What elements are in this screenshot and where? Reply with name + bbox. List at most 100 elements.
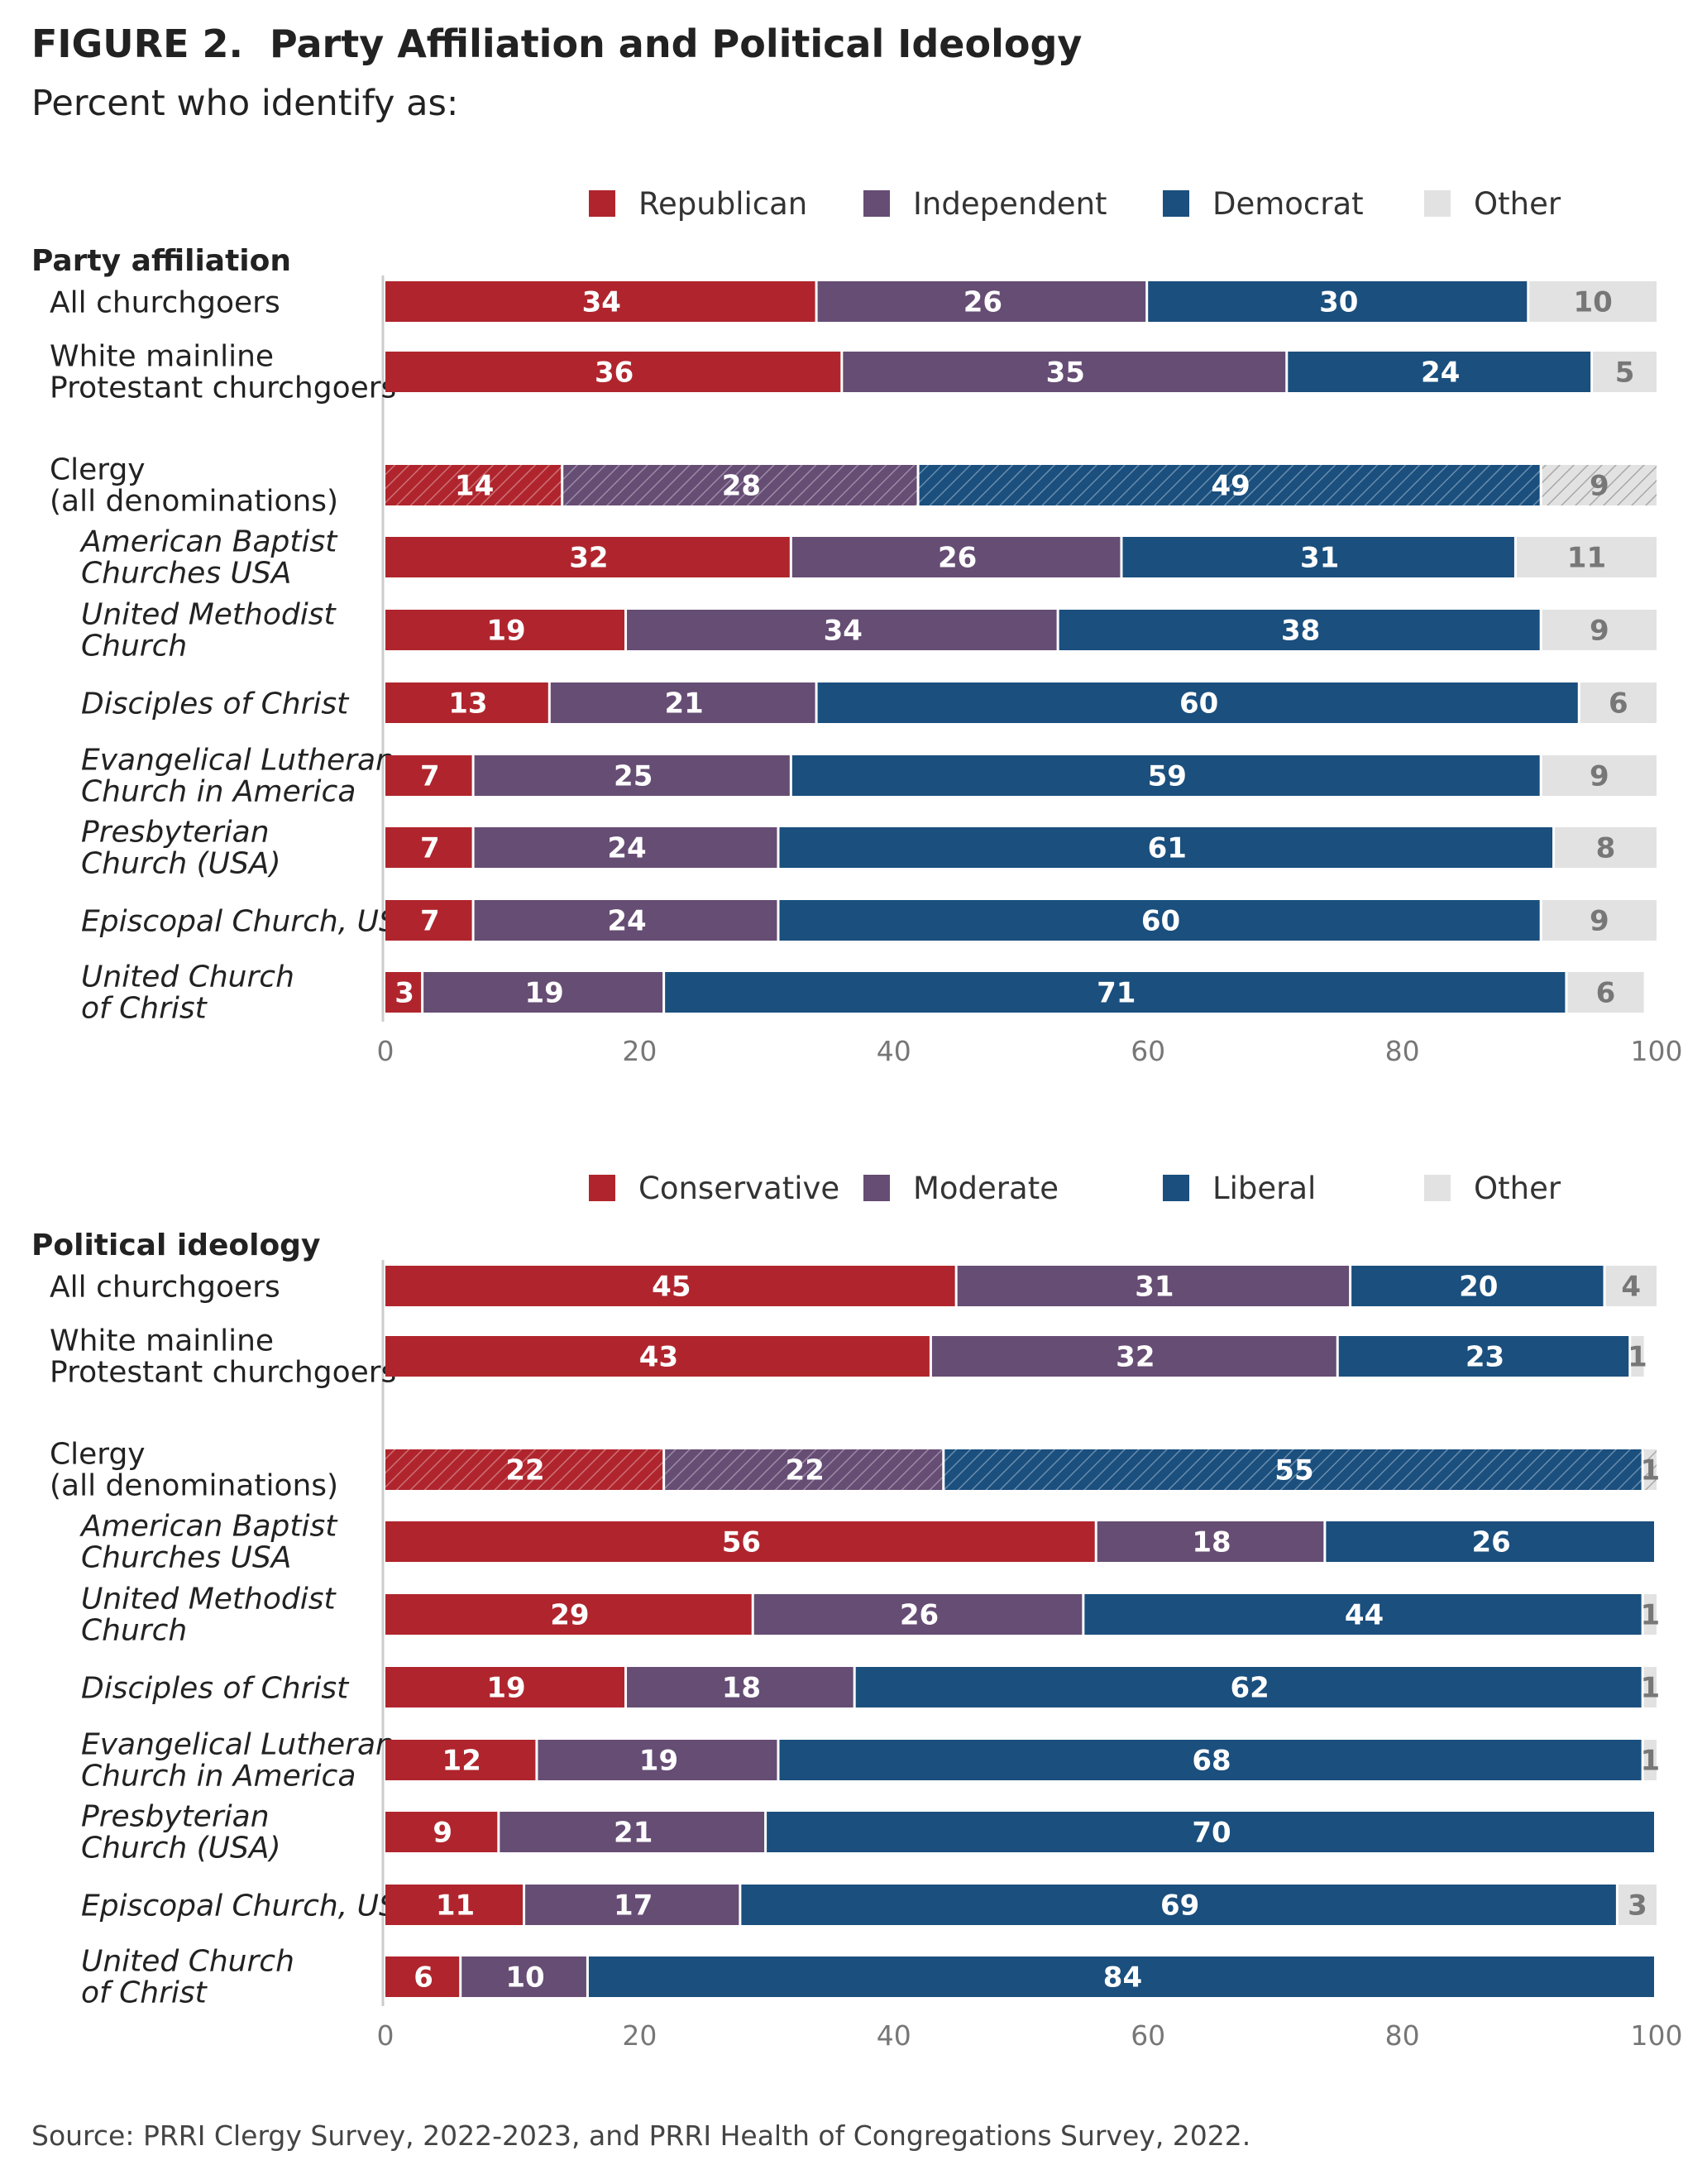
category-label-line: (all denominations) xyxy=(50,485,338,519)
bar-value-label: 9 xyxy=(1590,470,1609,503)
bar-democrat xyxy=(1122,537,1514,577)
category-label-line: of Christ xyxy=(81,1976,208,2010)
bar-value-label: 23 xyxy=(1466,1341,1504,1374)
bar-value-label: 5 xyxy=(1615,357,1635,390)
bar-value-label: 14 xyxy=(455,470,494,503)
bar-value-label: 84 xyxy=(1103,1961,1142,1995)
bar-moderate xyxy=(931,1336,1336,1377)
category-label: United Church of Christ xyxy=(81,1945,294,2010)
category-label-line: Clergy xyxy=(50,453,146,487)
category-label-line: (all denominations) xyxy=(50,1469,338,1503)
bar-value-label: 1 xyxy=(1640,1745,1660,1778)
bar-value-label: 31 xyxy=(1135,1271,1174,1304)
bar-independent xyxy=(563,465,917,505)
figure-subtitle: Percent who identify as: xyxy=(31,83,459,124)
bar-value-label: 30 xyxy=(1319,286,1358,319)
bar-value-label: 18 xyxy=(722,1672,761,1705)
bar-value-label: 19 xyxy=(524,977,563,1010)
legend-item-other: Other xyxy=(1424,186,1561,222)
bar-value-label: 62 xyxy=(1230,1672,1269,1705)
category-label: Presbyterian Church (USA) xyxy=(81,816,281,881)
bar-value-label: 29 xyxy=(550,1599,589,1632)
category-label: Disciples of Christ xyxy=(81,1672,350,1706)
bar-value-label: 34 xyxy=(582,286,621,319)
category-label-line: Church xyxy=(81,1614,187,1648)
category-label-line: American Baptist xyxy=(79,1510,338,1544)
category-label-line: Presbyterian xyxy=(81,1800,270,1834)
bar-value-label: 9 xyxy=(1590,615,1609,648)
bar-value-label: 18 xyxy=(1192,1526,1231,1559)
category-label-line: of Christ xyxy=(81,992,208,1026)
legend-swatch xyxy=(1424,1175,1451,1201)
bar-democrat xyxy=(1148,281,1528,322)
bar-conservative xyxy=(385,1740,536,1780)
bar-value-label: 6 xyxy=(1609,687,1628,721)
bar-moderate xyxy=(1097,1521,1324,1562)
figure-title: FIGURE 2. Party Affiliation and Politica… xyxy=(31,22,1083,66)
bar-value-label: 49 xyxy=(1211,470,1250,503)
bar-value-label: 19 xyxy=(639,1745,678,1778)
bar-liberal xyxy=(944,1449,1642,1490)
bar-value-label: 1 xyxy=(1628,1341,1647,1374)
bar-moderate xyxy=(957,1266,1350,1306)
bar-value-label: 9 xyxy=(433,1817,452,1850)
bar-republican xyxy=(385,465,562,505)
category-label-line: Disciples of Christ xyxy=(81,687,350,721)
bar-conservative xyxy=(385,1667,625,1707)
bar-value-label: 22 xyxy=(505,1454,544,1487)
category-label-line: Churches USA xyxy=(81,1541,291,1575)
bar-value-label: 38 xyxy=(1281,615,1320,648)
category-label-line: Protestant churchgoers xyxy=(50,371,396,405)
bar-republican xyxy=(385,755,472,796)
bar-republican xyxy=(385,900,472,941)
bar-moderate xyxy=(627,1667,854,1707)
x-tick-label: 100 xyxy=(1631,2019,1683,2052)
legend-item-liberal: Liberal xyxy=(1163,1171,1316,1206)
bar-value-label: 22 xyxy=(786,1454,825,1487)
category-label-line: United Church xyxy=(81,960,294,994)
legend-item-other: Other xyxy=(1424,1171,1561,1206)
bar-other xyxy=(1542,465,1657,505)
bar-other xyxy=(1631,1336,1644,1377)
bar-other xyxy=(1567,972,1644,1013)
category-label: United Methodist Church xyxy=(81,598,337,663)
bar-moderate xyxy=(461,1956,586,1997)
bar-independent xyxy=(474,755,790,796)
bar-value-label: 31 xyxy=(1300,542,1339,575)
bar-value-label: 26 xyxy=(900,1599,939,1632)
bar-other xyxy=(1643,1740,1657,1780)
bar-other xyxy=(1555,827,1657,868)
bar-moderate xyxy=(538,1740,777,1780)
bar-other xyxy=(1593,352,1657,392)
legend-item-conservative: Conservative xyxy=(589,1171,839,1206)
bar-other xyxy=(1643,1667,1657,1707)
bar-value-label: 70 xyxy=(1192,1817,1231,1850)
bar-other xyxy=(1643,1449,1657,1490)
bar-value-label: 9 xyxy=(1590,760,1609,793)
bar-value-label: 4 xyxy=(1621,1271,1641,1304)
bar-republican xyxy=(385,682,548,723)
category-label: Episcopal Church, USA xyxy=(81,1889,418,1923)
legend-swatch xyxy=(589,1175,615,1201)
category-label-line: Evangelical Lutheran xyxy=(81,1728,394,1762)
bar-other xyxy=(1542,610,1657,650)
bar-independent xyxy=(474,900,777,941)
bar-value-label: 60 xyxy=(1179,687,1218,721)
category-label: Clergy (all denominations) xyxy=(50,1438,338,1503)
bar-liberal xyxy=(588,1956,1655,1997)
category-label: Episcopal Church, USA xyxy=(81,905,418,939)
bar-value-label: 7 xyxy=(420,905,440,938)
category-label-line: Church (USA) xyxy=(81,847,281,881)
bar-value-label: 1 xyxy=(1640,1672,1660,1705)
legend-swatch xyxy=(1163,190,1189,217)
bar-value-label: 32 xyxy=(569,542,608,575)
legend-label: Moderate xyxy=(913,1171,1059,1206)
bar-value-label: 26 xyxy=(938,542,977,575)
bar-independent xyxy=(843,352,1286,392)
legend-label: Conservative xyxy=(638,1171,839,1206)
legend-swatch xyxy=(589,190,615,217)
legend-label: Liberal xyxy=(1212,1171,1316,1206)
bar-other xyxy=(1542,755,1657,796)
category-label-line: Church (USA) xyxy=(81,1832,281,1866)
bar-value-label: 3 xyxy=(1628,1889,1647,1923)
